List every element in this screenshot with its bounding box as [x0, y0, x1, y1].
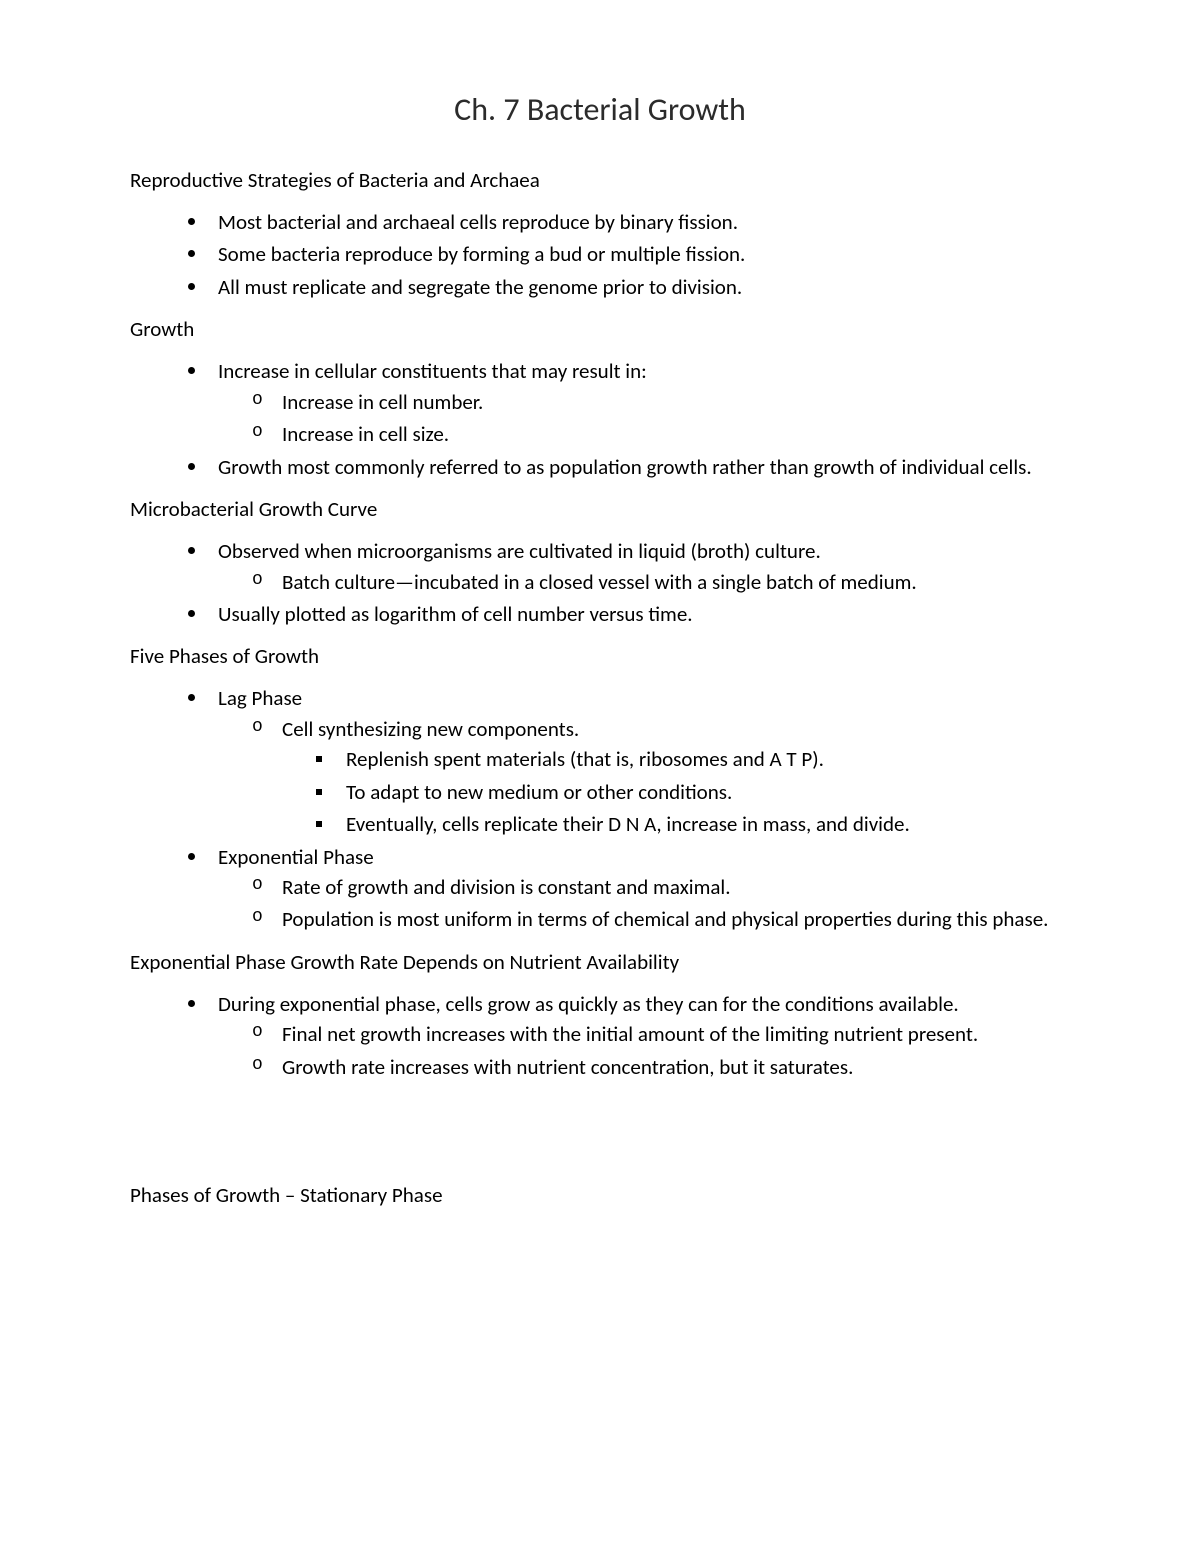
list-growth: Increase in cellular constituents that m…: [188, 356, 1070, 482]
list-item: Batch culture—incubated in a closed vess…: [252, 567, 1070, 597]
list-item: To adapt to new medium or other conditio…: [316, 777, 1070, 807]
list-item: Rate of growth and division is constant …: [252, 872, 1070, 902]
sublist: Increase in cell number. Increase in cel…: [252, 387, 1070, 450]
sublist: Batch culture—incubated in a closed vess…: [252, 567, 1070, 597]
list-item: Eventually, cells replicate their D N A,…: [316, 809, 1070, 839]
list-item: Replenish spent materials (that is, ribo…: [316, 744, 1070, 774]
list-item: Increase in cellular constituents that m…: [188, 356, 1070, 449]
list-item: Increase in cell number.: [252, 387, 1070, 417]
list-item-text: Exponential Phase: [218, 844, 374, 870]
list-item: Observed when microorganisms are cultiva…: [188, 536, 1070, 597]
list-item: Growth most commonly referred to as popu…: [188, 452, 1070, 482]
list-item-text: Cell synthesizing new components.: [282, 716, 579, 742]
sublist: Rate of growth and division is constant …: [252, 872, 1070, 935]
list-curve: Observed when microorganisms are cultiva…: [188, 536, 1070, 629]
list-item: Growth rate increases with nutrient conc…: [252, 1052, 1070, 1082]
list-item-text: Increase in cellular constituents that m…: [218, 358, 647, 384]
subsublist: Replenish spent materials (that is, ribo…: [316, 744, 1070, 839]
list-item: Population is most uniform in terms of c…: [252, 904, 1070, 934]
list-item: Usually plotted as logarithm of cell num…: [188, 599, 1070, 629]
list-item: Most bacterial and archaeal cells reprod…: [188, 207, 1070, 237]
list-item-text: Lag Phase: [218, 685, 302, 711]
section-heading-exponential-rate: Exponential Phase Growth Rate Depends on…: [130, 949, 1070, 975]
section-heading-reproductive: Reproductive Strategies of Bacteria and …: [130, 167, 1070, 193]
list-item: Some bacteria reproduce by forming a bud…: [188, 239, 1070, 269]
page-title: Ch. 7 Bacterial Growth: [130, 90, 1070, 129]
list-item: Lag Phase Cell synthesizing new componen…: [188, 683, 1070, 839]
list-item-text: During exponential phase, cells grow as …: [218, 991, 959, 1017]
list-phases: Lag Phase Cell synthesizing new componen…: [188, 683, 1070, 935]
list-item: Exponential Phase Rate of growth and div…: [188, 842, 1070, 935]
sublist: Final net growth increases with the init…: [252, 1019, 1070, 1082]
section-heading-stationary: Phases of Growth – Stationary Phase: [130, 1182, 1070, 1208]
list-item: Increase in cell size.: [252, 419, 1070, 449]
section-heading-curve: Microbacterial Growth Curve: [130, 496, 1070, 522]
list-exponential-rate: During exponential phase, cells grow as …: [188, 989, 1070, 1082]
section-heading-phases: Five Phases of Growth: [130, 643, 1070, 669]
section-heading-growth: Growth: [130, 316, 1070, 342]
sublist: Cell synthesizing new components. Replen…: [252, 714, 1070, 840]
list-item: Cell synthesizing new components. Replen…: [252, 714, 1070, 840]
list-item: All must replicate and segregate the gen…: [188, 272, 1070, 302]
list-item: Final net growth increases with the init…: [252, 1019, 1070, 1049]
list-reproductive: Most bacterial and archaeal cells reprod…: [188, 207, 1070, 302]
list-item-text: Observed when microorganisms are cultiva…: [218, 538, 821, 564]
list-item: During exponential phase, cells grow as …: [188, 989, 1070, 1082]
